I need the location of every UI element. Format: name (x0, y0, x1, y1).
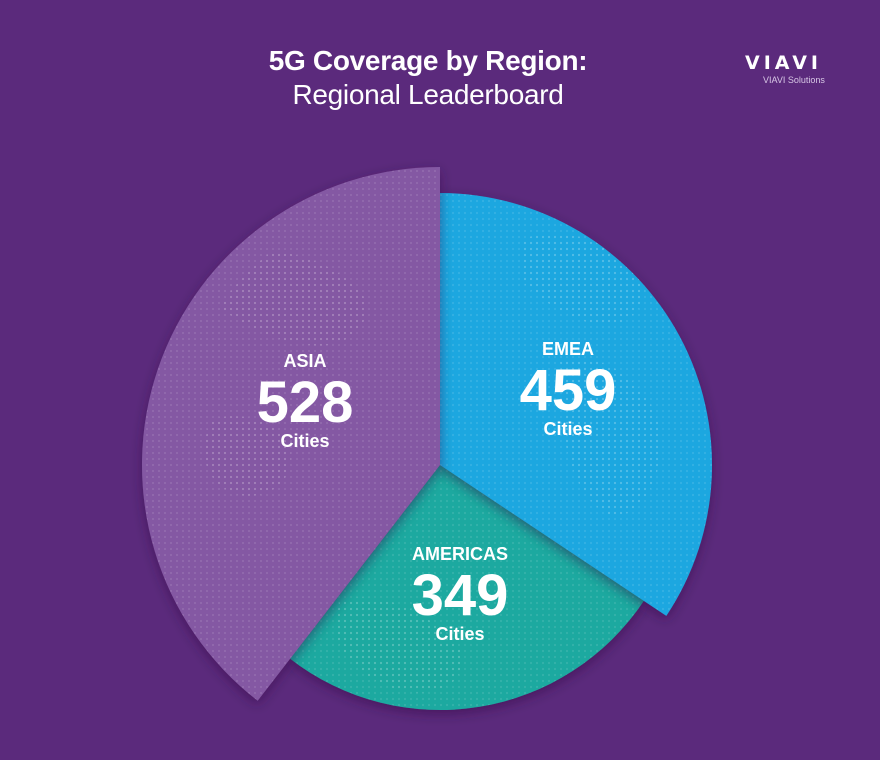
slice-unit-americas: Cities (435, 624, 484, 644)
slice-value-americas: 349 (412, 563, 509, 628)
slice-texture-asia (141, 167, 440, 701)
slice-unit-emea: Cities (543, 419, 592, 439)
logo-mark: VIAVI (745, 52, 822, 74)
slice-value-emea: 459 (520, 358, 617, 423)
chart-title: 5G Coverage by Region: (268, 45, 588, 76)
slice-value-asia: 528 (257, 370, 354, 435)
pie-labels: ASIA528CitiesEMEA459CitiesAMERICAS349Cit… (257, 339, 617, 644)
landmass-shape (560, 358, 661, 516)
viavi-logo: VIAVI VIAVI Solutions (745, 53, 835, 85)
slice-label-emea: EMEA (542, 339, 594, 359)
logo-tagline: VIAVI Solutions (763, 75, 825, 85)
chart-title-block: 5G Coverage by Region: Regional Leaderbo… (0, 44, 856, 112)
landmass-shape (204, 416, 291, 496)
globe-texture (200, 234, 661, 693)
slice-unit-asia: Cities (280, 431, 329, 451)
slice-label-asia: ASIA (283, 351, 326, 371)
landmass-shape (520, 234, 645, 326)
slice-label-americas: AMERICAS (412, 544, 508, 564)
chart-subtitle: Regional Leaderboard (292, 79, 564, 110)
landmass-shape (335, 597, 462, 693)
